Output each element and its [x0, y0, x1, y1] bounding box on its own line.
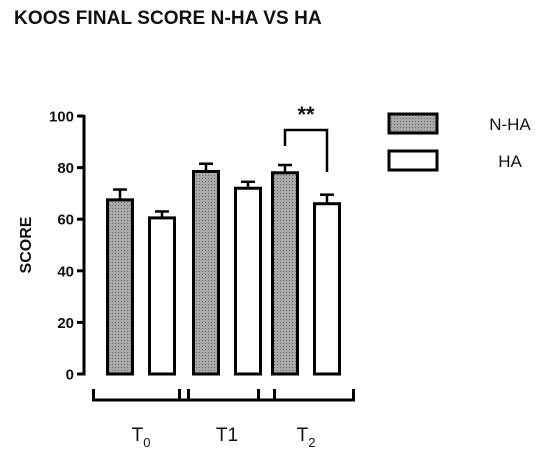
y-tick-label: 20 [57, 315, 74, 332]
legend-label-n-ha: N-HA [489, 115, 531, 134]
y-tick-label: 0 [66, 367, 74, 384]
y-tick-label: 60 [57, 212, 74, 229]
significance-bracket [283, 128, 329, 172]
chart-title: KOOS FINAL SCORE N-HA VS HA [14, 8, 322, 29]
bar-n-ha [271, 171, 299, 376]
bar-ha [148, 216, 176, 376]
y-tick-label: 80 [57, 160, 74, 177]
category-label: T1 [216, 425, 238, 446]
bar-n-ha [106, 198, 134, 376]
bar-n-ha [192, 169, 220, 376]
category-bracket [178, 389, 276, 402]
category-bracket [92, 389, 190, 402]
bar-layer [106, 162, 341, 376]
axis-layer: 0 20 40 60 80 100 SCORE T0 T1 T2 [18, 109, 355, 450]
legend-swatch-n-ha [387, 112, 439, 135]
legend-label-ha: HA [498, 152, 522, 171]
bar-ha [234, 186, 262, 376]
category-label: T0 [132, 425, 151, 450]
annotation-layer: ** [283, 102, 329, 172]
y-tick-label: 40 [57, 263, 74, 280]
category-label: T2 [297, 425, 316, 450]
y-axis-label: SCORE [18, 216, 35, 273]
y-tick-label: 100 [49, 109, 74, 126]
significance-label: ** [297, 102, 315, 127]
bar-ha [313, 202, 341, 376]
category-bracket [257, 389, 355, 402]
legend: N-HA HA [387, 112, 531, 172]
legend-swatch-ha [387, 149, 439, 172]
